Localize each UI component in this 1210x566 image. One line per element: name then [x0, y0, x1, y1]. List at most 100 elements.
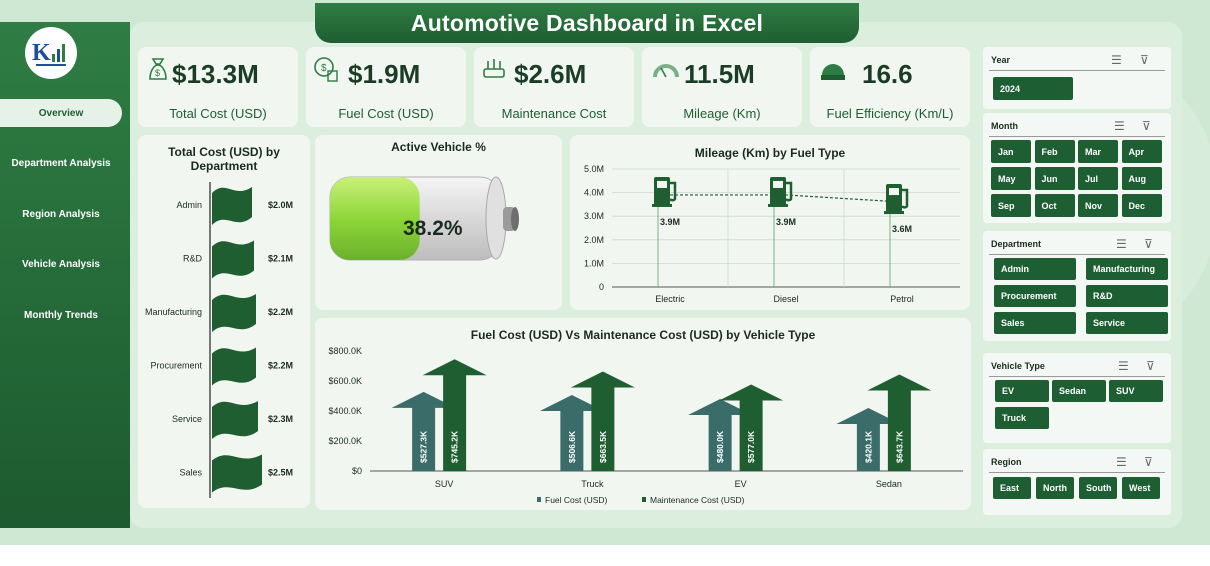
slicer-vehicle-type: Vehicle Type ☰ ⊽ EV Sedan SUV Truck [983, 353, 1171, 443]
kpi-card-maintenance-cost: $2.6M Maintenance Cost [474, 47, 634, 127]
y-tick-label: $600.0K [328, 376, 362, 386]
nav-overview[interactable]: Overview [0, 99, 122, 127]
nav-label: Department Analysis [11, 157, 111, 169]
bar [719, 384, 784, 471]
data-label: $506.6K [567, 430, 577, 463]
active-vehicle-value: 38.2% [403, 217, 463, 240]
slicer-item-truck[interactable]: Truck [995, 407, 1049, 429]
chart-title: Total Cost (USD) by Department [168, 145, 280, 173]
kpi-value: 11.5M [684, 59, 755, 89]
slicer-item-east[interactable]: East [993, 477, 1031, 499]
slicer-item-2024[interactable]: 2024 [993, 77, 1073, 100]
slicer-month: Month ☰ ⊽ Jan Feb Mar Apr May Jun Jul Aug Sep Oct… [983, 113, 1171, 223]
kpi-label: Total Cost (USD) [169, 106, 267, 121]
slicer-item-admin[interactable]: Admin [994, 258, 1076, 280]
slicer-item-ev[interactable]: EV [995, 380, 1049, 402]
slicer-item-oct[interactable]: Oct [1034, 194, 1075, 217]
slicer-title: Month [991, 121, 1018, 131]
slicer-item-may[interactable]: May [991, 167, 1031, 190]
mileage-chart-card: Mileage (Km) by Fuel Type 0 1.0M 2.0M 3.0M 4… [570, 135, 970, 310]
chart-title: Mileage (Km) by Fuel Type [694, 146, 846, 160]
bar [422, 359, 487, 471]
slicer-item-r-d[interactable]: R&D [1086, 285, 1168, 307]
slicer-item-sales[interactable]: Sales [994, 312, 1076, 334]
category-label: Sales [179, 468, 202, 478]
cost-chart-card: Fuel Cost (USD) Vs Maintenance Cost (USD… [315, 318, 971, 510]
gauge-icon [653, 64, 679, 78]
slicer-item-west[interactable]: West [1122, 477, 1160, 499]
nav-label: Region Analysis [22, 208, 100, 220]
slicer-item-apr[interactable]: Apr [1121, 140, 1162, 163]
data-label: $2.2M [268, 361, 293, 371]
slicer-item-service[interactable]: Service [1086, 312, 1168, 334]
y-tick-label: $0 [352, 466, 362, 476]
slicer-item-suv[interactable]: SUV [1109, 380, 1163, 402]
divider [989, 472, 1165, 473]
slicer-item-sedan[interactable]: Sedan [1052, 380, 1106, 402]
multi-select-icon[interactable]: ☰ [1116, 455, 1127, 469]
multi-select-icon[interactable]: ☰ [1116, 237, 1127, 251]
category-label: Manufacturing [145, 307, 202, 317]
clear-filter-icon[interactable]: ⊽ [1144, 455, 1153, 469]
svg-text:$: $ [321, 63, 327, 74]
slicer-item-jul[interactable]: Jul [1078, 167, 1118, 190]
nav-department-analysis[interactable]: Department Analysis [0, 149, 122, 177]
slicer-item-dec[interactable]: Dec [1121, 194, 1162, 217]
slicer-item-nov[interactable]: Nov [1078, 194, 1118, 217]
battery-fill [330, 177, 420, 260]
clear-filter-icon[interactable]: ⊽ [1146, 359, 1155, 373]
bar [570, 371, 635, 471]
slicer-item-north[interactable]: North [1036, 477, 1074, 499]
data-label: $420.1K [863, 430, 873, 463]
cost-chart: $0 $200.0K $400.0K $600.0K $800.0K $527.3K $74… [328, 346, 963, 505]
multi-select-icon[interactable]: ☰ [1114, 119, 1125, 133]
divider [989, 136, 1165, 137]
data-label: 3.6M [892, 224, 912, 234]
data-label: $2.0M [268, 200, 293, 210]
slicer-item-aug[interactable]: Aug [1121, 167, 1162, 190]
clear-filter-icon[interactable]: ⊽ [1144, 237, 1153, 251]
nav-label: Vehicle Analysis [21, 258, 100, 270]
mileage-chart: 0 1.0M 2.0M 3.0M 4.0M 5.0M 3.9M Electric 3.9M Die… [584, 164, 960, 304]
y-tick-label: $400.0K [328, 406, 362, 416]
kpi-card-fuel-efficiency: 16.6 Fuel Efficiency (Km/L) [810, 47, 970, 127]
slicer-item-south[interactable]: South [1079, 477, 1117, 499]
clear-filter-icon[interactable]: ⊽ [1140, 53, 1149, 67]
legend-swatch [642, 497, 646, 502]
nav-vehicle-analysis[interactable]: Vehicle Analysis [0, 250, 122, 278]
clear-filter-icon[interactable]: ⊽ [1142, 119, 1151, 133]
slicer-item-jan[interactable]: Jan [991, 140, 1031, 163]
slicer-item-sep[interactable]: Sep [991, 194, 1031, 217]
active-vehicle-card: Active Vehicle % 38.2% [315, 135, 562, 310]
maintenance-icon [483, 59, 505, 78]
fuel-pump-icon [652, 176, 677, 207]
slicer-item-mar[interactable]: Mar [1078, 140, 1118, 163]
slicer-title: Year [991, 55, 1011, 65]
multi-select-icon[interactable]: ☰ [1111, 53, 1122, 67]
slicer-item-feb[interactable]: Feb [1034, 140, 1075, 163]
kpi-label: Fuel Cost (USD) [338, 106, 434, 121]
data-label: $2.5M [268, 468, 293, 478]
logo-icon: K [32, 40, 66, 66]
chart-title: Active Vehicle % [391, 140, 486, 154]
dashboard-title-bar: Automotive Dashboard in Excel [315, 3, 859, 43]
x-tick-label: Petrol [890, 294, 914, 304]
data-label: $745.2K [450, 430, 460, 463]
y-tick-label: $200.0K [328, 436, 362, 446]
x-tick-label: Truck [581, 479, 604, 489]
nav-monthly-trends[interactable]: Monthly Trends [0, 301, 122, 329]
efficiency-icon [821, 64, 845, 80]
slicer-item-manufacturing[interactable]: Manufacturing [1086, 258, 1168, 280]
multi-select-icon[interactable]: ☰ [1118, 359, 1129, 373]
kpi-label: Fuel Efficiency (Km/L) [826, 106, 954, 121]
bar [212, 454, 262, 493]
legend-label: Maintenance Cost (USD) [650, 495, 745, 505]
svg-text:$: $ [155, 68, 160, 78]
slicer-item-jun[interactable]: Jun [1034, 167, 1075, 190]
category-label: Procurement [150, 361, 202, 371]
slicer-item-procurement[interactable]: Procurement [994, 285, 1076, 307]
kpi-label: Mileage (Km) [683, 106, 761, 121]
kpi-card-mileage: 11.5M Mileage (Km) [642, 47, 802, 127]
y-tick-label: 0 [599, 282, 604, 292]
nav-region-analysis[interactable]: Region Analysis [0, 200, 122, 228]
